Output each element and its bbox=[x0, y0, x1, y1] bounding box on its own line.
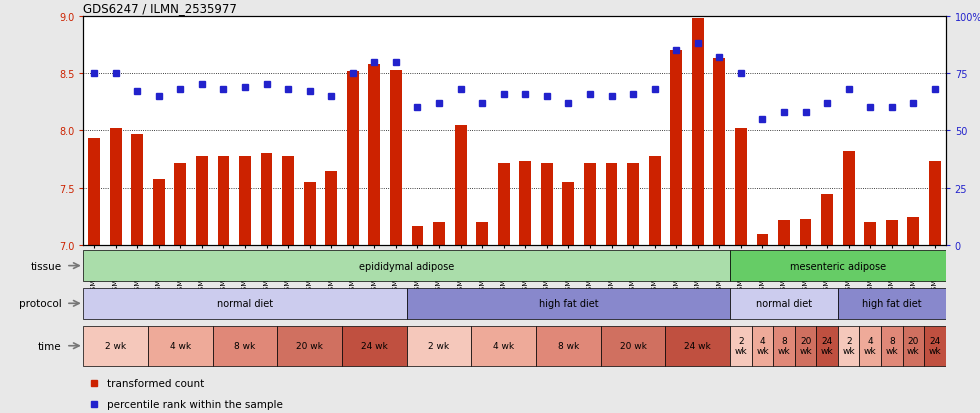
Bar bbox=[752, 326, 773, 366]
Bar bbox=[174, 163, 186, 246]
Bar bbox=[407, 326, 471, 366]
Bar bbox=[773, 326, 795, 366]
Bar bbox=[881, 326, 903, 366]
Bar bbox=[213, 326, 277, 366]
Bar bbox=[730, 326, 752, 366]
Text: 8
wk: 8 wk bbox=[886, 336, 898, 356]
Bar bbox=[886, 221, 898, 246]
Bar bbox=[153, 179, 165, 246]
Bar bbox=[390, 70, 402, 246]
Bar bbox=[627, 163, 639, 246]
Bar bbox=[692, 19, 704, 246]
Text: 8 wk: 8 wk bbox=[558, 342, 579, 350]
Bar bbox=[325, 171, 337, 246]
Text: 4
wk: 4 wk bbox=[864, 336, 876, 356]
Text: 4 wk: 4 wk bbox=[170, 342, 191, 350]
Text: 20 wk: 20 wk bbox=[619, 342, 647, 350]
Bar bbox=[148, 326, 213, 366]
Text: high fat diet: high fat diet bbox=[539, 299, 598, 309]
Bar bbox=[924, 326, 946, 366]
Text: GDS6247 / ILMN_2535977: GDS6247 / ILMN_2535977 bbox=[83, 2, 237, 15]
Text: 8 wk: 8 wk bbox=[234, 342, 256, 350]
Bar bbox=[903, 326, 924, 366]
Text: protocol: protocol bbox=[19, 299, 62, 309]
Bar bbox=[859, 326, 881, 366]
Text: 2
wk: 2 wk bbox=[843, 336, 855, 356]
Bar bbox=[601, 326, 665, 366]
Bar bbox=[282, 157, 294, 246]
Bar bbox=[584, 163, 596, 246]
Bar bbox=[816, 326, 838, 366]
Text: 24
wk: 24 wk bbox=[821, 336, 833, 356]
Bar bbox=[368, 65, 380, 246]
Bar bbox=[536, 326, 601, 366]
Bar bbox=[83, 326, 148, 366]
Bar bbox=[541, 163, 553, 246]
Bar bbox=[563, 183, 574, 246]
Bar bbox=[713, 59, 725, 246]
Bar bbox=[838, 288, 946, 319]
Bar bbox=[277, 326, 342, 366]
Bar bbox=[519, 162, 531, 246]
Text: 20
wk: 20 wk bbox=[800, 336, 811, 356]
Bar bbox=[929, 162, 941, 246]
Bar bbox=[471, 326, 536, 366]
Bar bbox=[907, 217, 919, 246]
Bar bbox=[795, 326, 816, 366]
Bar bbox=[131, 135, 143, 246]
Text: 20 wk: 20 wk bbox=[296, 342, 323, 350]
Text: 24 wk: 24 wk bbox=[684, 342, 711, 350]
Bar bbox=[83, 251, 730, 281]
Bar bbox=[730, 288, 838, 319]
Bar bbox=[864, 223, 876, 246]
Bar bbox=[196, 157, 208, 246]
Bar bbox=[843, 152, 855, 246]
Bar bbox=[665, 326, 730, 366]
Text: percentile rank within the sample: percentile rank within the sample bbox=[108, 399, 283, 409]
Bar bbox=[476, 223, 488, 246]
Bar bbox=[407, 288, 730, 319]
Bar bbox=[757, 234, 768, 246]
Bar bbox=[800, 219, 811, 246]
Text: 2 wk: 2 wk bbox=[105, 342, 126, 350]
Text: 2 wk: 2 wk bbox=[428, 342, 450, 350]
Bar bbox=[735, 129, 747, 246]
Bar bbox=[838, 326, 859, 366]
Bar bbox=[649, 157, 661, 246]
Bar bbox=[498, 163, 510, 246]
Text: 2
wk: 2 wk bbox=[735, 336, 747, 356]
Text: mesenteric adipose: mesenteric adipose bbox=[790, 261, 886, 271]
Bar bbox=[88, 139, 100, 246]
Bar bbox=[730, 251, 946, 281]
Text: 4 wk: 4 wk bbox=[493, 342, 514, 350]
Bar bbox=[261, 154, 272, 246]
Bar bbox=[239, 157, 251, 246]
Text: time: time bbox=[38, 341, 62, 351]
Text: 20
wk: 20 wk bbox=[907, 336, 919, 356]
Bar bbox=[821, 194, 833, 246]
Bar bbox=[110, 129, 122, 246]
Bar bbox=[455, 126, 466, 246]
Text: tissue: tissue bbox=[30, 261, 62, 271]
Bar bbox=[412, 226, 423, 246]
Text: 8
wk: 8 wk bbox=[778, 336, 790, 356]
Text: normal diet: normal diet bbox=[756, 299, 812, 309]
Text: epididymal adipose: epididymal adipose bbox=[359, 261, 455, 271]
Bar bbox=[433, 223, 445, 246]
Text: normal diet: normal diet bbox=[217, 299, 273, 309]
Bar bbox=[83, 288, 407, 319]
Text: transformed count: transformed count bbox=[108, 378, 205, 388]
Text: 24 wk: 24 wk bbox=[361, 342, 388, 350]
Bar bbox=[606, 163, 617, 246]
Bar bbox=[670, 51, 682, 246]
Bar bbox=[342, 326, 407, 366]
Bar bbox=[778, 221, 790, 246]
Text: 4
wk: 4 wk bbox=[757, 336, 768, 356]
Text: 24
wk: 24 wk bbox=[929, 336, 941, 356]
Bar bbox=[304, 183, 316, 246]
Text: high fat diet: high fat diet bbox=[862, 299, 921, 309]
Bar bbox=[347, 71, 359, 246]
Bar bbox=[218, 157, 229, 246]
